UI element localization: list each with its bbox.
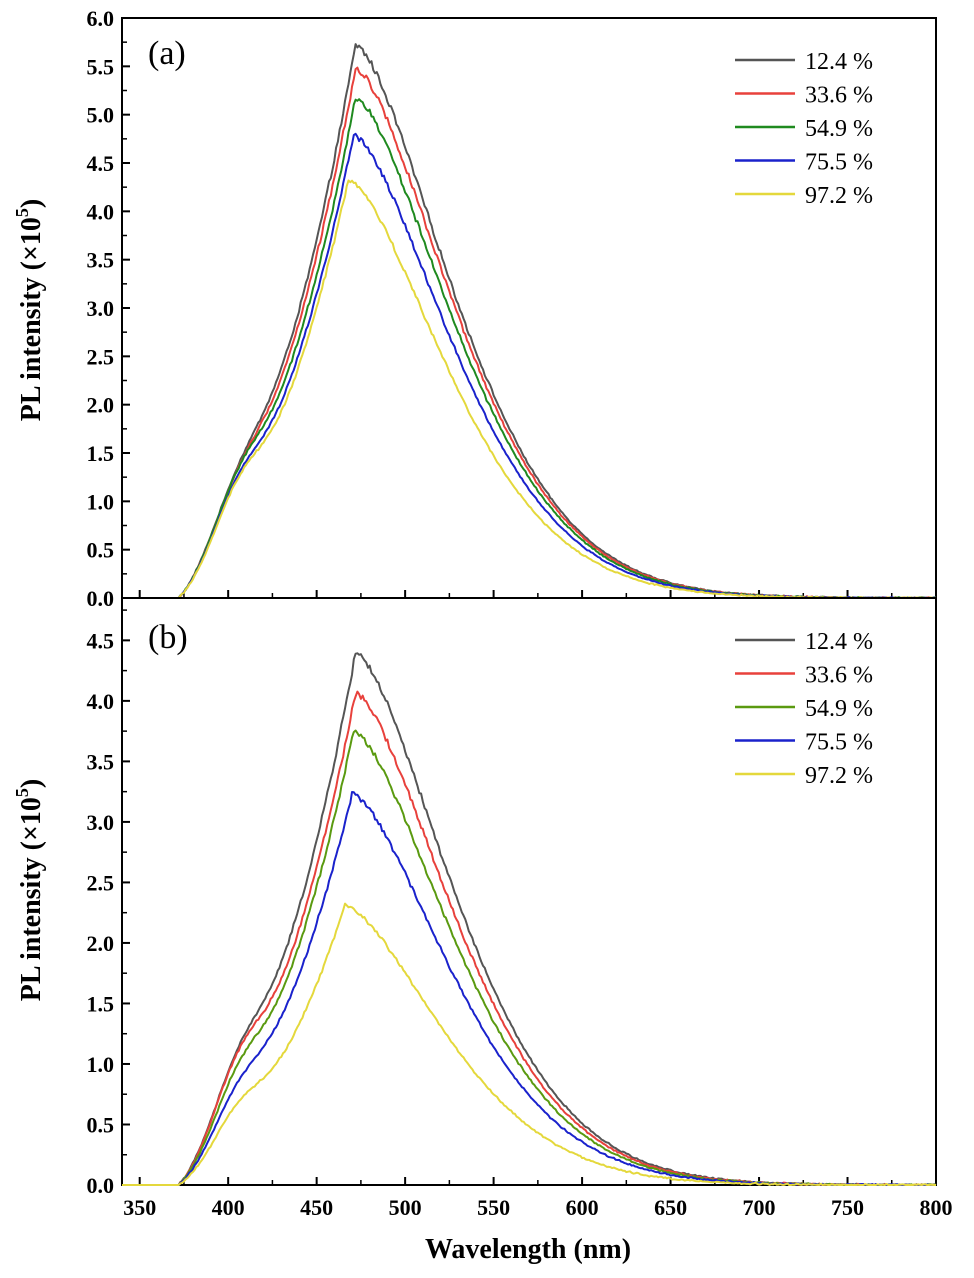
series-line-2 [122, 729, 937, 1186]
x-tick-label: 400 [212, 1195, 245, 1220]
y-tick-label: 4.5 [87, 151, 115, 176]
panel-b-curves [122, 652, 937, 1186]
x-axis-title: Wavelength (nm) [425, 1234, 631, 1265]
legend-label-0: 12.4 % [805, 49, 873, 75]
y-tick-label: 6.0 [87, 6, 115, 31]
panel-b-y-axis-title: PL intensity (×105) [12, 779, 47, 1002]
y-tick-label: 0.5 [87, 1112, 115, 1137]
legend-label-3: 75.5 % [805, 150, 873, 176]
x-tick-label: 800 [920, 1195, 953, 1220]
panel-b-label: (b) [148, 619, 188, 656]
x-tick-label: 600 [566, 1195, 599, 1220]
y-tick-label: 0.5 [87, 538, 115, 563]
legend-label-2: 54.9 % [805, 696, 873, 722]
y-tick-label: 5.5 [87, 54, 115, 79]
legend-label-0: 12.4 % [805, 629, 873, 655]
panel-b: 0.0 0.5 1.0 1.5 2.0 2.5 3.0 3.5 4.0 4.5 350 400 450 5… [12, 597, 953, 1220]
y-tick-label: 5.0 [87, 103, 115, 128]
y-tick-label: 4.0 [87, 199, 115, 224]
panel-b-ticks: 0.0 0.5 1.0 1.5 2.0 2.5 3.0 3.5 4.0 4.5 350 400 450 5… [87, 609, 953, 1220]
y-tick-label: 2.0 [87, 393, 115, 418]
panel-a: 0.00.51.01.52.02.53.03.54.04.55.05.56.0 … [12, 6, 937, 611]
x-tick-label: 350 [123, 1195, 156, 1220]
panel-a-y-axis-title: PL intensity (×105) [12, 199, 47, 422]
x-tick-label: 550 [477, 1195, 510, 1220]
panel-a-legend: 12.4 % 33.6 % 54.9 % 75.5 % 97.2 % [735, 49, 873, 209]
y-tick-label: 3.0 [87, 810, 115, 835]
panel-b-frame [121, 597, 937, 1186]
panel-b-legend: 12.4 % 33.6 % 54.9 % 75.5 % 97.2 % [735, 629, 873, 789]
y-tick-label: 3.0 [87, 296, 115, 321]
y-tick-label: 4.0 [87, 689, 115, 714]
panel-a-ticks: 0.0 0.5 1.0 1.5 2.0 2.5 3.0 3.5 4.0 4.5 5.0 5.5 6.0 [87, 6, 937, 611]
y-tick-label: 2.5 [87, 870, 115, 895]
panel-a-label: (a) [148, 35, 186, 72]
legend-label-1: 33.6 % [805, 83, 873, 109]
x-tick-label: 450 [300, 1195, 333, 1220]
y-tick-label: 0.0 [87, 1173, 115, 1198]
y-tick-label: 1.0 [87, 1052, 115, 1077]
y-tick-label: 4.5 [87, 628, 115, 653]
series-line-4 [122, 179, 937, 599]
y-tick-label: 3.5 [87, 749, 115, 774]
legend-label-1: 33.6 % [805, 663, 873, 689]
series-line-4 [122, 902, 936, 1186]
y-tick-label: 3.5 [87, 248, 115, 273]
y-tick-label: 2.5 [87, 344, 115, 369]
y-tick-label: 1.0 [87, 489, 115, 514]
legend-label-4: 97.2 % [805, 183, 873, 209]
legend-label-2: 54.9 % [805, 116, 873, 142]
y-tick-label: 2.0 [87, 931, 115, 956]
x-tick-label: 750 [831, 1195, 864, 1220]
y-tick-label: 1.5 [87, 441, 115, 466]
x-tick-label: 500 [389, 1195, 422, 1220]
x-tick-label: 650 [654, 1195, 687, 1220]
y-tick-label: 1.5 [87, 991, 115, 1016]
legend-label-3: 75.5 % [805, 730, 873, 756]
legend-label-4: 97.2 % [805, 763, 873, 789]
series-line-1 [122, 66, 937, 599]
x-tick-label: 700 [743, 1195, 776, 1220]
y-tick-label: 0.0 [87, 586, 115, 611]
